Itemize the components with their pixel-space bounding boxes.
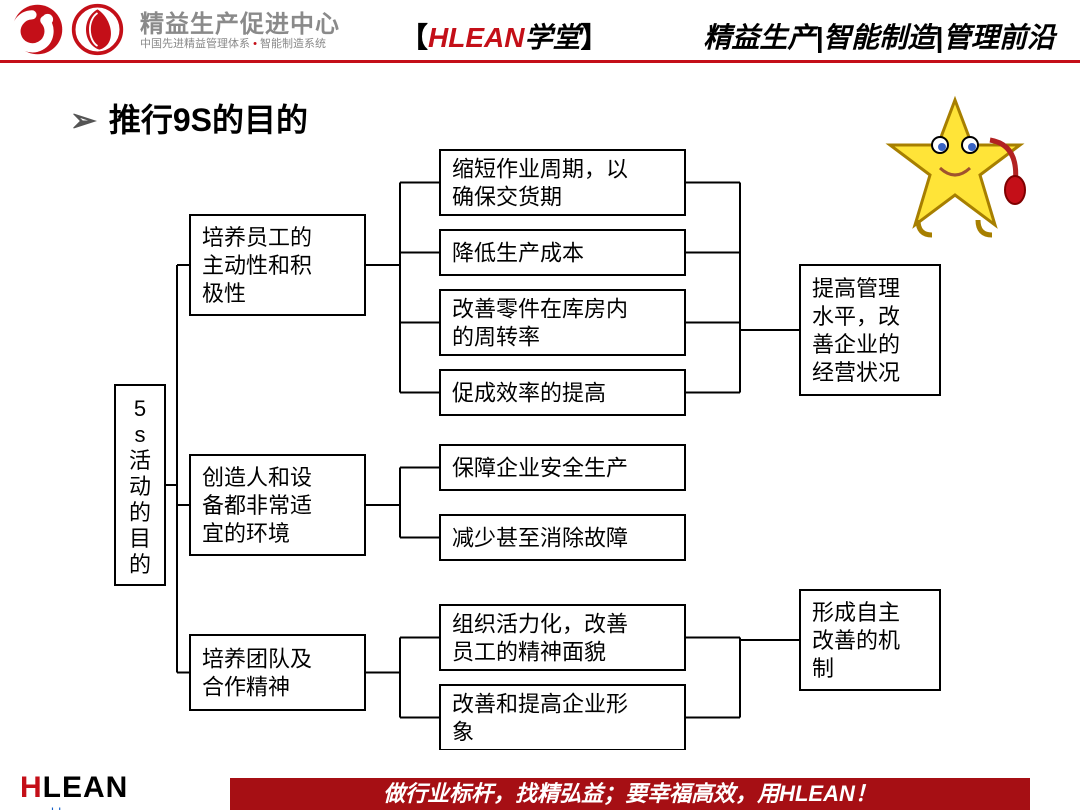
svg-text:的周转率: 的周转率 bbox=[452, 325, 540, 350]
svg-text:水平，改: 水平，改 bbox=[812, 304, 900, 329]
svg-text:的: 的 bbox=[129, 500, 151, 525]
page-number: 10 bbox=[1040, 783, 1060, 804]
footer-logo: HLEAN bbox=[20, 771, 128, 805]
svg-text:制: 制 bbox=[812, 656, 834, 681]
header-center: 【HLEAN学堂】 bbox=[400, 16, 609, 56]
svg-text:组织活力化，改善: 组织活力化，改善 bbox=[452, 612, 628, 637]
footer-logo-lean: LEAN bbox=[43, 771, 129, 804]
header-right: 精益生产|智能制造|管理前沿 bbox=[703, 16, 1055, 56]
hierarchy-diagram: 5s活动的目的培养员工的主动性和积极性创造人和设备都非常适宜的环境培养团队及合作… bbox=[0, 135, 1080, 750]
svg-text:降低生产成本: 降低生产成本 bbox=[452, 241, 584, 266]
svg-text:经营状况: 经营状况 bbox=[812, 360, 900, 385]
svg-text:培养团队及: 培养团队及 bbox=[202, 647, 312, 672]
svg-text:改善的机: 改善的机 bbox=[812, 628, 900, 653]
logo-c-icon bbox=[10, 2, 65, 57]
svg-text:动: 动 bbox=[129, 474, 151, 499]
svg-text:备都非常适: 备都非常适 bbox=[202, 493, 312, 518]
logo-ring-icon bbox=[70, 2, 125, 57]
svg-text:合作精神: 合作精神 bbox=[202, 675, 290, 700]
svg-text:主动性和积: 主动性和积 bbox=[202, 253, 312, 278]
page-footer: HLEAN www.hlean.com 做行业标杆，找精弘益；要幸福高效，用HL… bbox=[0, 772, 1080, 810]
dot-icon: • bbox=[253, 38, 260, 50]
logo-sub-a: 中国先进精益管理体系 bbox=[140, 38, 250, 50]
footer-slogan: 做行业标杆，找精弘益；要幸福高效，用HLEAN！ bbox=[230, 776, 1030, 808]
svg-text:提高管理: 提高管理 bbox=[812, 276, 900, 301]
svg-text:减少甚至消除故障: 减少甚至消除故障 bbox=[452, 526, 628, 551]
svg-text:5: 5 bbox=[134, 396, 146, 421]
svg-text:的: 的 bbox=[129, 552, 151, 577]
svg-text:培养员工的: 培养员工的 bbox=[202, 225, 312, 250]
svg-text:活: 活 bbox=[129, 448, 151, 473]
logo-subtitle: 中国先进精益管理体系 • 智能制造系统 bbox=[140, 35, 326, 51]
brand-red: HLEAN bbox=[428, 22, 524, 53]
svg-text:s: s bbox=[135, 422, 146, 447]
footer-url: www.hlean.com bbox=[20, 805, 111, 810]
svg-text:促成效率的提高: 促成效率的提高 bbox=[452, 381, 606, 406]
svg-text:象: 象 bbox=[452, 720, 474, 745]
brand-black: 学堂 bbox=[524, 22, 580, 53]
svg-text:保障企业安全生产: 保障企业安全生产 bbox=[452, 456, 628, 481]
svg-text:目: 目 bbox=[129, 526, 151, 551]
page-header: 精益生产促进中心 中国先进精益管理体系 • 智能制造系统 【HLEAN学堂】 精… bbox=[0, 0, 1080, 63]
svg-text:改善和提高企业形: 改善和提高企业形 bbox=[452, 692, 628, 717]
svg-text:形成自主: 形成自主 bbox=[812, 600, 900, 625]
logo-sub-b: 智能制造系统 bbox=[260, 38, 326, 50]
bracket-r: 】 bbox=[580, 22, 608, 53]
bracket-l: 【 bbox=[400, 22, 428, 53]
logo-title: 精益生产促进中心 bbox=[140, 4, 340, 39]
svg-text:确保交货期: 确保交货期 bbox=[452, 185, 562, 210]
footer-logo-h: H bbox=[20, 771, 43, 804]
svg-text:缩短作业周期，以: 缩短作业周期，以 bbox=[452, 157, 628, 182]
svg-text:极性: 极性 bbox=[202, 281, 246, 306]
svg-text:员工的精神面貌: 员工的精神面貌 bbox=[452, 640, 606, 665]
svg-text:改善零件在库房内: 改善零件在库房内 bbox=[452, 297, 628, 322]
svg-text:善企业的: 善企业的 bbox=[812, 332, 900, 357]
svg-text:宜的环境: 宜的环境 bbox=[202, 521, 290, 546]
svg-text:创造人和设: 创造人和设 bbox=[202, 465, 312, 490]
